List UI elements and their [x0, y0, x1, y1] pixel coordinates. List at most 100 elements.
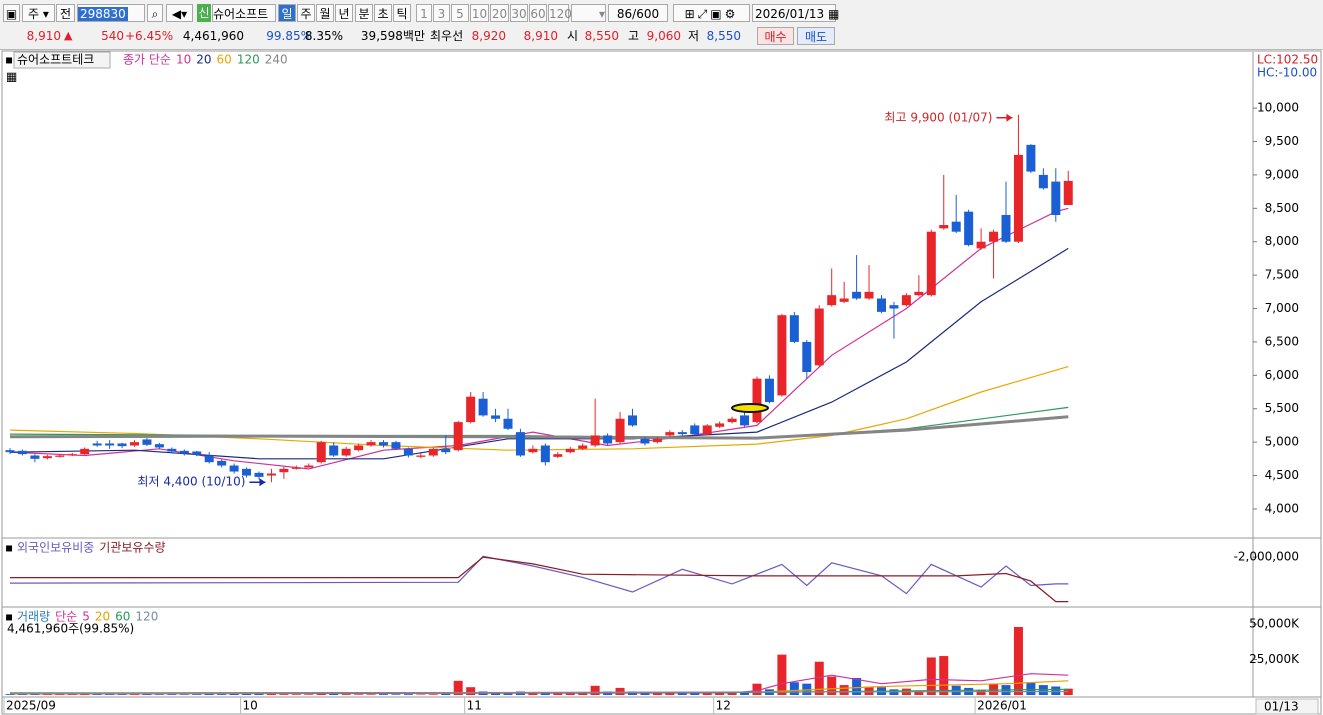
candle-body [964, 211, 974, 246]
interval-button[interactable]: 30 [510, 4, 528, 22]
volume-bar [1051, 686, 1061, 695]
y-tick-label: 6,000 [1265, 368, 1299, 382]
prev-button[interactable]: 전 [56, 4, 75, 22]
candle-body [578, 445, 588, 449]
candle-body [304, 465, 314, 468]
candle-body [105, 443, 115, 446]
volume-bar [989, 683, 999, 695]
candle-body [316, 442, 326, 463]
candle-body [553, 454, 563, 457]
candle-body [1038, 174, 1048, 189]
interval-button[interactable]: 3 [433, 4, 450, 22]
candle-body [192, 451, 202, 455]
volume-bar [466, 687, 476, 695]
code-input[interactable]: 298830 [77, 4, 145, 22]
volume-bar [391, 694, 401, 695]
candle-body [976, 241, 986, 249]
custom-select[interactable]: ▾ [571, 4, 606, 22]
candle-body [715, 423, 725, 427]
period-button[interactable]: 월 [316, 4, 334, 22]
candle-body [789, 315, 799, 342]
count-box[interactable]: 86/600 [608, 4, 668, 22]
buy-button[interactable]: 매수 [757, 27, 794, 45]
candle-body [217, 460, 227, 466]
legend-title: 거래량 [17, 610, 50, 624]
sell-button[interactable]: 매도 [797, 27, 835, 45]
legend-entry: 10 [176, 53, 191, 67]
high: 9,060 [646, 29, 681, 43]
volume-bar [702, 692, 712, 695]
legend-entry: 240 [265, 53, 288, 67]
volume-bar [105, 694, 115, 695]
candle-body [727, 418, 737, 423]
candle-body [416, 455, 426, 457]
volume-bar [727, 692, 737, 695]
candle-body [926, 231, 936, 296]
period-button[interactable]: 주 [297, 4, 315, 22]
volume: 4,461,960 [182, 29, 244, 43]
candle-body [55, 455, 65, 457]
cursor-box [1255, 698, 1319, 715]
volume-bar [403, 694, 413, 695]
volume-bar [242, 694, 252, 695]
amount: 39,598백만 [360, 29, 425, 43]
legend-entry: 외국인보유비중 [17, 541, 94, 555]
volume-info: 4,461,960주(99.85%) [7, 622, 134, 636]
candle-body [590, 435, 600, 446]
annotation: 최고 9,900 (01/07) [884, 110, 992, 124]
volume-bar [926, 657, 936, 695]
period-button[interactable]: 분 [355, 4, 373, 22]
y-tick-label: 8,500 [1265, 201, 1299, 215]
candle-body [403, 448, 413, 456]
tool-icons[interactable]: ⊞⤢▣⚙ [673, 4, 750, 22]
candle-body [802, 341, 812, 372]
candle-body [702, 425, 712, 435]
search-icon[interactable]: ⌕ [147, 4, 163, 22]
legend-entry: 60 [115, 610, 130, 624]
legend-entry: 120 [237, 53, 260, 67]
menu-icon[interactable]: ▣ [3, 4, 20, 22]
volume-bar [615, 687, 625, 695]
chart-title: 슈어소프트테크 [17, 53, 94, 67]
period-button[interactable]: 초 [374, 4, 392, 22]
ma-label: 종가 단순 [123, 53, 171, 67]
interval-button[interactable]: 5 [451, 4, 469, 22]
y-tick-label: 7,000 [1265, 301, 1299, 315]
candle-body [852, 291, 862, 299]
volume-bar [291, 694, 301, 695]
low-label: 저 [688, 29, 700, 43]
period-button[interactable]: 틱 [393, 4, 411, 22]
volume-bar [17, 694, 27, 695]
up-arrow: ▲ [64, 29, 73, 42]
change: 540 [101, 29, 124, 43]
date-box[interactable]: 2026/01/13 ▦ [752, 4, 839, 22]
y-tick-label: 6,500 [1265, 334, 1299, 348]
candle-body [740, 415, 750, 426]
market-select[interactable]: 주 ▾ [22, 4, 55, 22]
candle-body [1013, 154, 1023, 242]
x-tick-label: 2026/01 [977, 699, 1027, 713]
period-button[interactable]: 일 [278, 4, 296, 22]
volume-bar [130, 694, 139, 695]
candle-body [889, 305, 899, 309]
period-button[interactable]: 년 [335, 4, 353, 22]
x-tick-label: 2025/09 [6, 699, 56, 713]
interval-button[interactable]: 1 [416, 4, 432, 22]
volume-bar [80, 693, 90, 695]
interval-button[interactable]: 60 [529, 4, 547, 22]
interval-button[interactable]: 120 [548, 4, 572, 22]
candle-body [130, 442, 139, 446]
volume-bar [142, 694, 152, 695]
candle-body [677, 432, 687, 435]
legend-entry: 기관보유수량 [99, 541, 165, 555]
interval-button[interactable]: 10 [470, 4, 489, 22]
y-tick-label: 8,000 [1265, 234, 1299, 248]
highlight [731, 403, 769, 413]
sound-icon[interactable]: ◀▾ [166, 4, 193, 22]
candle-body [329, 445, 339, 456]
market: 주 [28, 7, 40, 21]
candle-body [1026, 144, 1036, 172]
interval-button[interactable]: 20 [490, 4, 509, 22]
candle-body [690, 425, 700, 435]
